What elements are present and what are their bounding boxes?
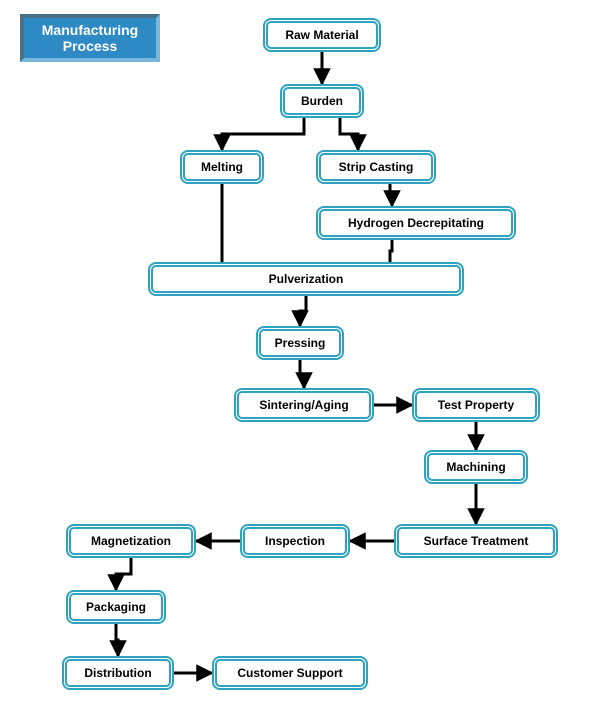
node-packaging: Packaging: [66, 590, 166, 624]
node-burden: Burden: [280, 84, 364, 118]
edge: [390, 240, 392, 262]
node-strip-casting: Strip Casting: [316, 150, 436, 184]
node-pulverization: Pulverization: [148, 262, 464, 296]
node-magnetization: Magnetization: [66, 524, 196, 558]
node-surface-treatment: Surface Treatment: [394, 524, 558, 558]
title-manufacturing-process: Manufacturing Process: [20, 14, 160, 62]
node-raw-material: Raw Material: [263, 18, 381, 52]
node-machining: Machining: [424, 450, 528, 484]
edge: [116, 558, 131, 590]
node-melting: Melting: [180, 150, 264, 184]
node-sintering-aging: Sintering/Aging: [234, 388, 374, 422]
node-distribution: Distribution: [62, 656, 174, 690]
node-hydrogen-decrepitating: Hydrogen Decrepitating: [316, 206, 516, 240]
edge: [300, 296, 306, 326]
edge: [300, 360, 304, 388]
edge: [340, 118, 358, 150]
edge: [390, 184, 392, 206]
node-pressing: Pressing: [256, 326, 344, 360]
node-customer-support: Customer Support: [212, 656, 368, 690]
flowchart-canvas: Manufacturing Process Raw Material Burden M…: [0, 0, 596, 715]
edge: [222, 118, 304, 150]
node-test-property: Test Property: [412, 388, 540, 422]
edge: [116, 624, 118, 656]
node-inspection: Inspection: [240, 524, 350, 558]
